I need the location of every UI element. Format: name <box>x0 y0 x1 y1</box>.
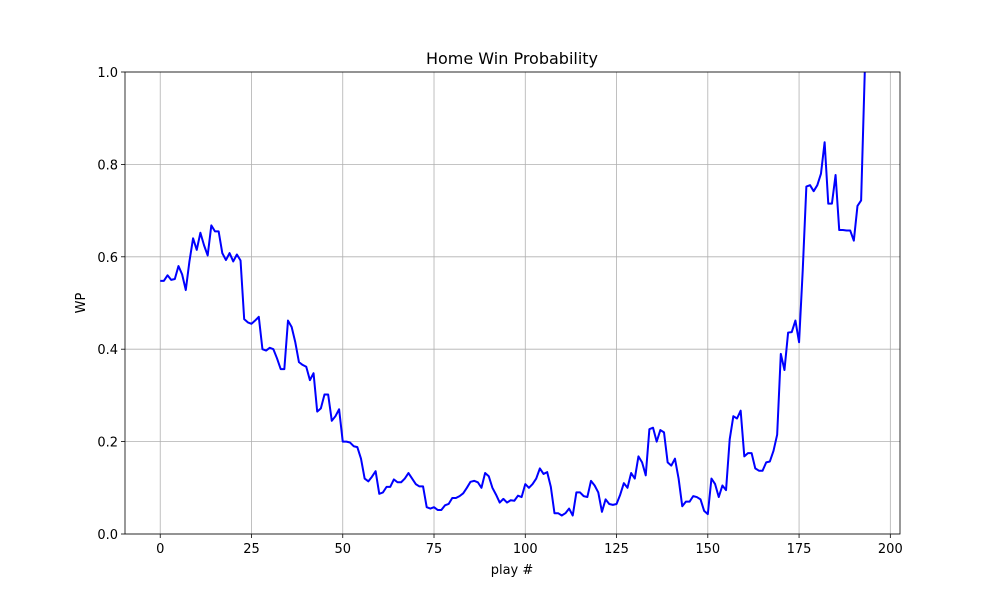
y-tick-label: 1.0 <box>97 66 118 81</box>
y-tick-label: 0.6 <box>97 251 118 266</box>
x-tick-label: 25 <box>243 542 260 557</box>
x-axis-label: play # <box>491 563 534 578</box>
y-tick-label: 0.0 <box>97 528 118 543</box>
chart-title: Home Win Probability <box>426 49 598 68</box>
x-tick-label: 200 <box>878 542 903 557</box>
x-tick-label: 75 <box>426 542 443 557</box>
y-axis-label: WP <box>74 292 89 313</box>
x-tick-label: 150 <box>695 542 720 557</box>
y-tick-label: 0.8 <box>97 158 118 173</box>
y-tick-label: 0.2 <box>97 436 118 451</box>
x-tick-label: 125 <box>604 542 629 557</box>
plot-frame <box>124 71 901 535</box>
x-tick-label: 50 <box>334 542 351 557</box>
x-tick-label: 100 <box>513 542 538 557</box>
data-line <box>160 71 866 517</box>
y-tick-label: 0.4 <box>97 343 118 358</box>
x-tick-label: 0 <box>156 542 164 557</box>
x-tick-label: 175 <box>787 542 812 557</box>
